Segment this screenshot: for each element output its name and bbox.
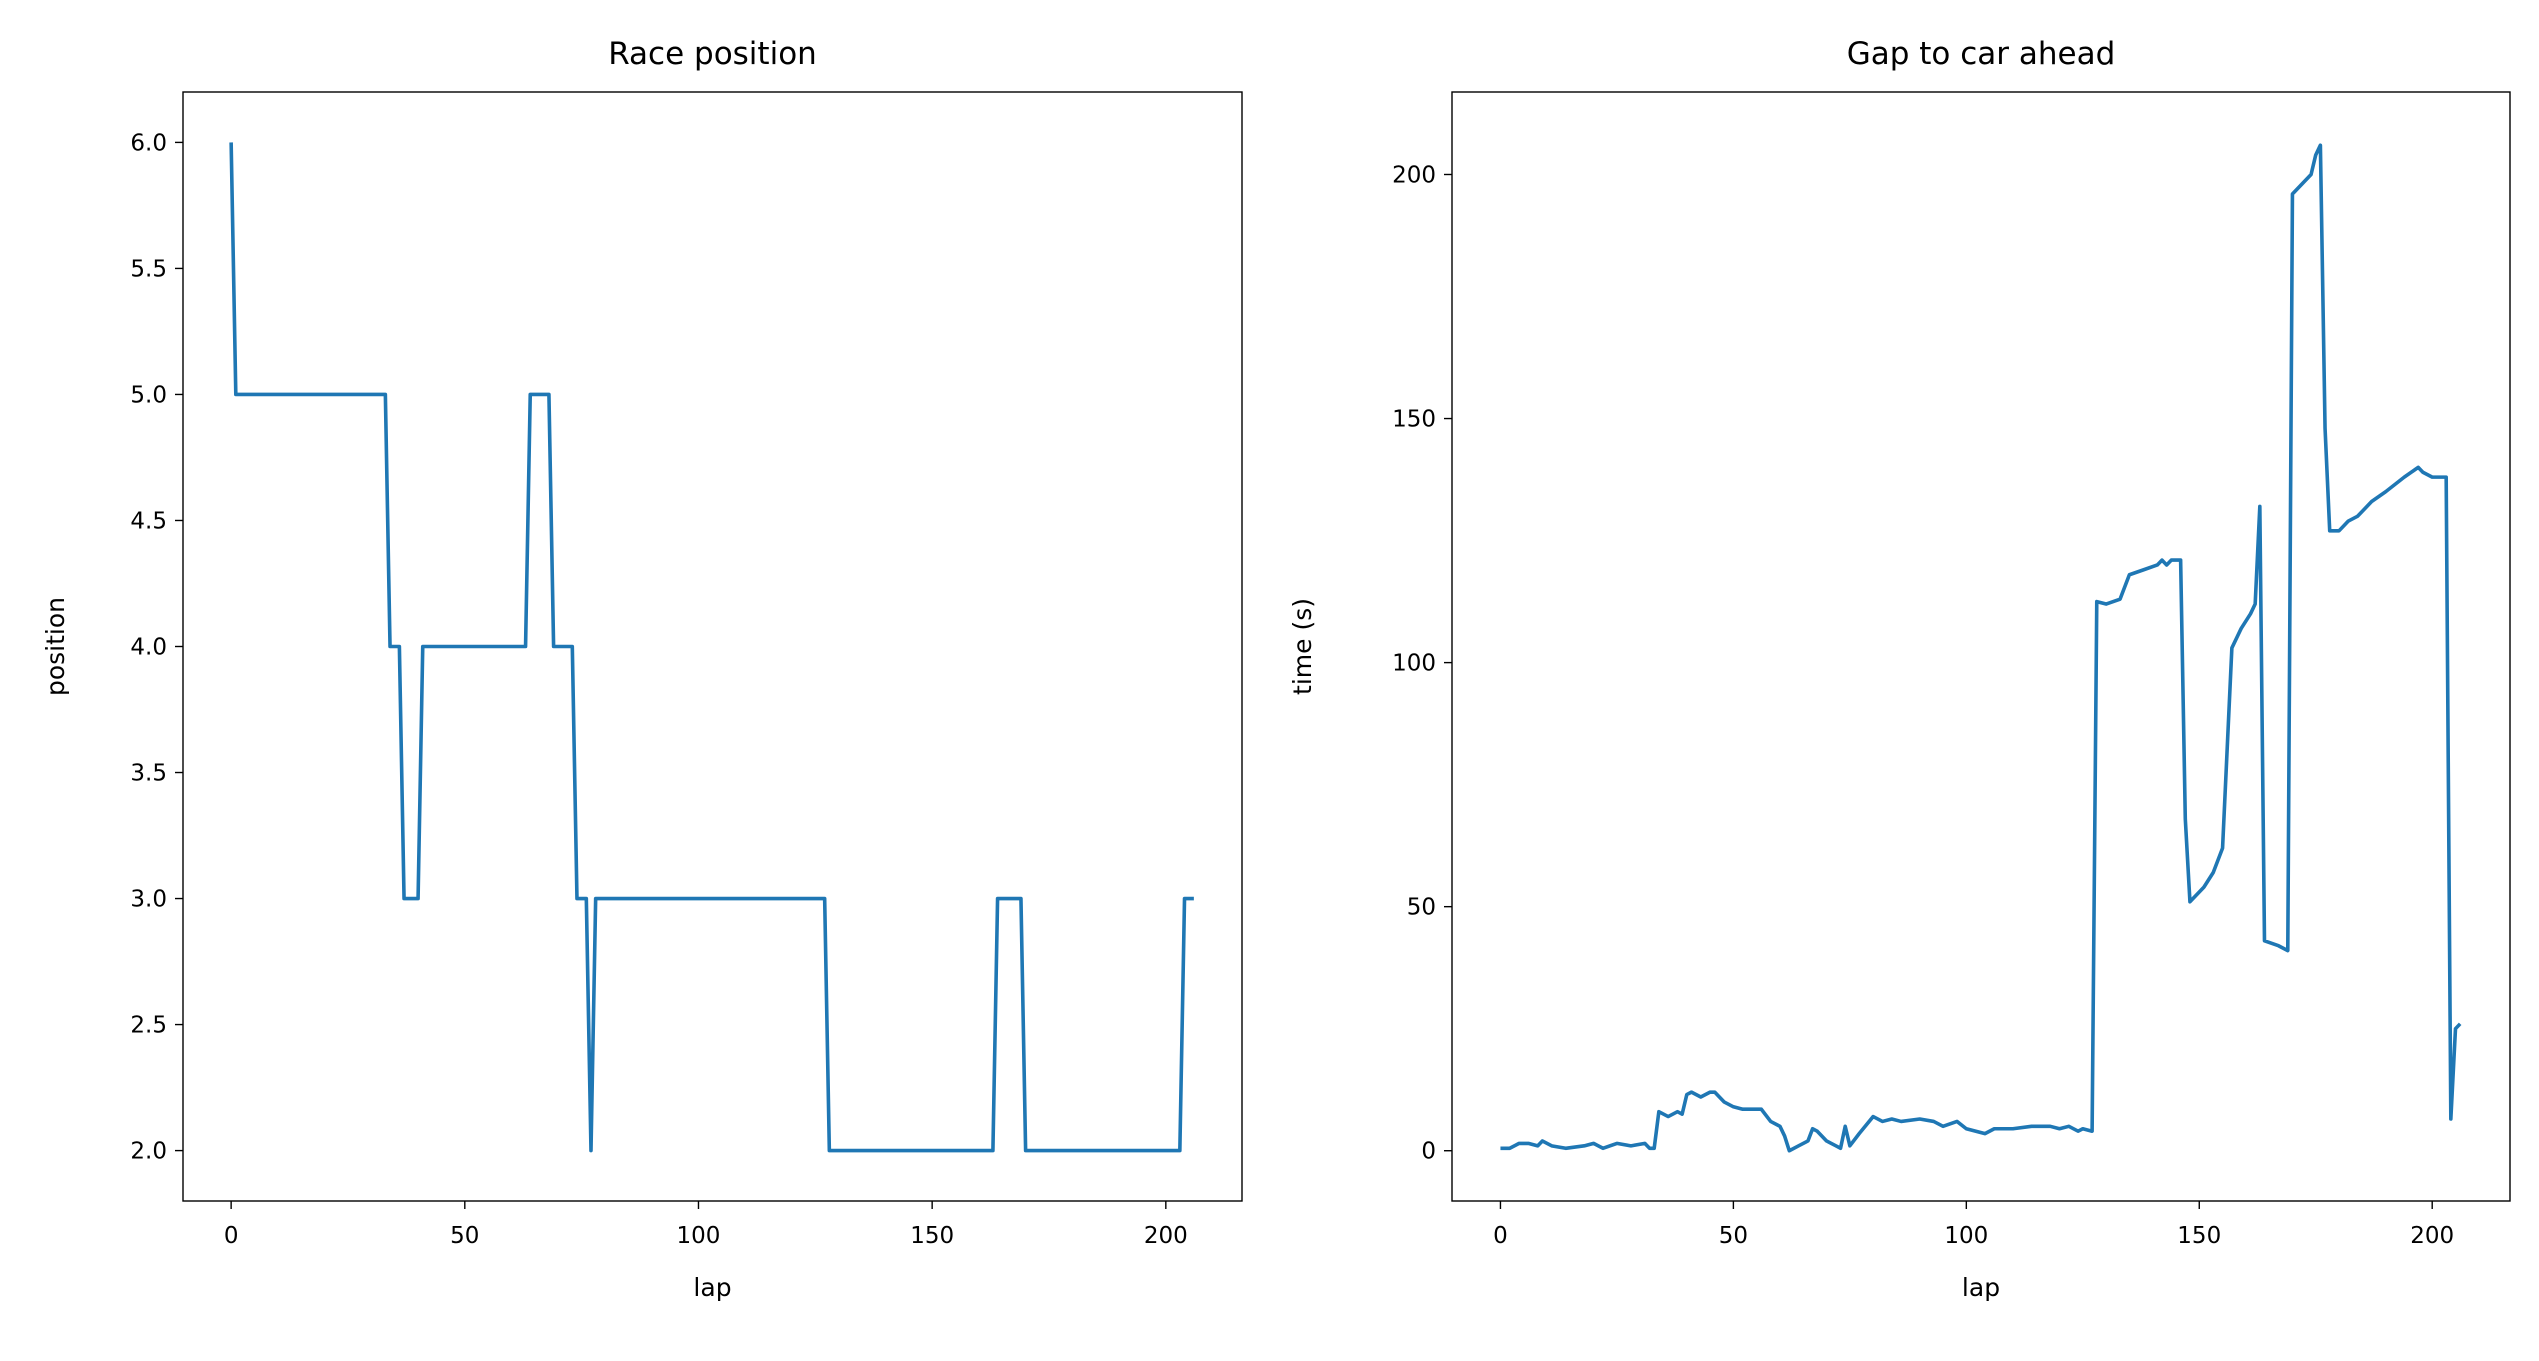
y-tick-label: 100 <box>1392 651 1436 677</box>
x-tick-label: 100 <box>1944 1223 1988 1249</box>
y-tick-label: 4.5 <box>130 508 167 534</box>
y-tick-label: 50 <box>1407 895 1436 921</box>
y-axis-label: time (s) <box>1288 598 1317 695</box>
y-axis-label: position <box>41 597 70 696</box>
data-line <box>229 142 1194 1153</box>
y-tick-label: 4.0 <box>130 635 167 661</box>
x-tick-label: 200 <box>1144 1223 1188 1249</box>
x-axis-label: lap <box>1962 1273 2000 1302</box>
x-tick-label: 150 <box>910 1223 954 1249</box>
axes-frame <box>1451 91 2511 1202</box>
chart-title: Gap to car ahead <box>1847 36 2116 72</box>
y-tick-label: 200 <box>1392 162 1436 188</box>
x-tick-label: 0 <box>224 1223 239 1249</box>
x-tick-label: 50 <box>1719 1223 1748 1249</box>
x-tick-label: 50 <box>450 1223 479 1249</box>
x-tick-label: 100 <box>677 1223 721 1249</box>
y-tick-label: 3.0 <box>130 887 167 913</box>
x-tick-label: 0 <box>1493 1223 1508 1249</box>
y-tick-label: 0 <box>1421 1139 1436 1165</box>
chart-title: Race position <box>608 36 817 72</box>
axes-frame <box>182 91 1243 1202</box>
y-tick-label: 5.0 <box>130 382 167 408</box>
y-tick-label: 2.0 <box>130 1139 167 1165</box>
x-tick-label: 150 <box>2177 1223 2221 1249</box>
y-tick-label: 5.5 <box>130 256 167 282</box>
x-axis-label: lap <box>693 1273 731 1302</box>
y-tick-label: 3.5 <box>130 761 167 787</box>
y-tick-label: 150 <box>1392 407 1436 433</box>
x-tick-label: 200 <box>2410 1223 2454 1249</box>
data-line <box>1500 143 2462 1153</box>
y-tick-label: 2.5 <box>130 1013 167 1039</box>
y-tick-label: 6.0 <box>130 130 167 156</box>
